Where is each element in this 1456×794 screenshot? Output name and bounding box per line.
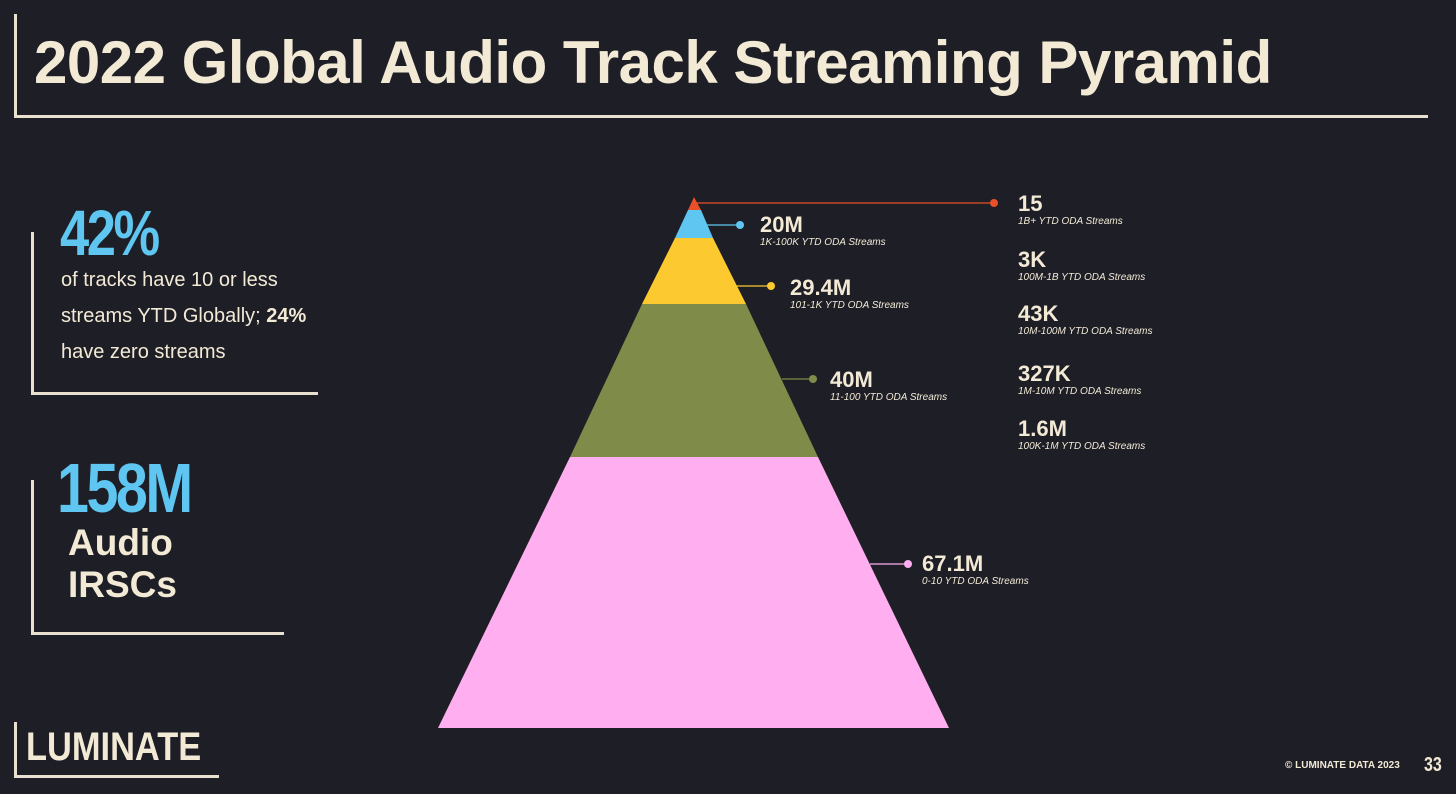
leader-dot-0-10	[904, 560, 912, 568]
tier-label-100m-1b: 3K 100M-1B YTD ODA Streams	[1018, 248, 1145, 284]
tier-value: 20M	[760, 212, 803, 237]
tier-label-11-100: 40M 11-100 YTD ODA Streams	[830, 368, 947, 404]
tier-label-100k-1m: 1.6M 100K-1M YTD ODA Streams	[1018, 417, 1145, 453]
tier-label-10m-100m: 43K 10M-100M YTD ODA Streams	[1018, 302, 1152, 338]
stat-frame-tracks-low-streams	[31, 232, 318, 395]
leader-dot-11-100	[809, 375, 817, 383]
tier-value: 15	[1018, 191, 1043, 216]
copyright-notice: © LUMINATE DATA 2023	[1285, 760, 1400, 771]
tier-label-0-10: 67.1M 0-10 YTD ODA Streams	[922, 552, 1029, 588]
stat-frame-audio-irscs	[31, 480, 284, 635]
stat-audio-label-line1: Audio	[68, 522, 173, 563]
tier-value: 29.4M	[790, 275, 852, 300]
pyramid-segment-top-tiers	[688, 197, 701, 210]
tier-range: 1B+ YTD ODA Streams	[1018, 216, 1123, 227]
page-title: 2022 Global Audio Track Streaming Pyrami…	[34, 29, 1272, 96]
tier-value: 327K	[1018, 361, 1071, 386]
tier-value: 1.6M	[1018, 416, 1067, 441]
tier-range: 101-1K YTD ODA Streams	[790, 300, 909, 311]
tier-range: 100K-1M YTD ODA Streams	[1018, 441, 1146, 452]
stat-description-line1: of tracks have 10 or less	[61, 269, 278, 291]
stat-audio-irscs-label: Audio IRSCs	[68, 522, 177, 606]
tier-range: 1M-10M YTD ODA Streams	[1018, 386, 1142, 397]
stat-description-line2-prefix: streams YTD Globally;	[61, 305, 267, 327]
title-frame	[14, 14, 1428, 118]
tier-range: 10M-100M YTD ODA Streams	[1018, 326, 1153, 337]
tier-label-101-1k: 29.4M 101-1K YTD ODA Streams	[790, 276, 909, 312]
tier-range: 0-10 YTD ODA Streams	[922, 576, 1029, 587]
pyramid-segment-1k-100k-streams	[675, 210, 713, 238]
stat-zero-streams-percent: 24%	[266, 305, 307, 327]
tier-value: 40M	[830, 367, 873, 392]
stat-description: of tracks have 10 or less streams YTD Gl…	[61, 262, 306, 370]
tier-range: 1K-100K YTD ODA Streams	[760, 237, 886, 248]
tier-value: 43K	[1018, 301, 1059, 326]
stat-description-line3: have zero streams	[61, 341, 226, 363]
pyramid-segment-11-100-streams	[570, 304, 818, 457]
leader-dot-1k-100k	[736, 221, 744, 229]
tier-label-1b-plus: 15 1B+ YTD ODA Streams	[1018, 192, 1123, 228]
logo-frame	[14, 722, 219, 778]
tier-value: 3K	[1018, 247, 1047, 272]
tier-label-1k-100k: 20M 1K-100K YTD ODA Streams	[760, 213, 886, 249]
luminate-logo: LUMINATE	[26, 725, 202, 769]
page-number: 33	[1424, 754, 1442, 776]
stat-audio-label-line2: IRSCs	[68, 564, 177, 605]
leader-dot-101-1k	[767, 282, 775, 290]
stat-value-42-percent: 42%	[60, 197, 160, 269]
tier-value: 67.1M	[922, 551, 984, 576]
stat-value-158m: 158M	[57, 449, 193, 527]
leader-dot-top-tier	[990, 199, 998, 207]
tier-range: 100M-1B YTD ODA Streams	[1018, 272, 1146, 283]
tier-range: 11-100 YTD ODA Streams	[830, 392, 948, 403]
pyramid-segment-101-1k-streams	[642, 238, 746, 304]
pyramid-segment-0-10-streams	[438, 457, 949, 728]
stat-description-line2: streams YTD Globally; 24%	[61, 298, 306, 334]
tier-label-1m-10m: 327K 1M-10M YTD ODA Streams	[1018, 362, 1141, 398]
